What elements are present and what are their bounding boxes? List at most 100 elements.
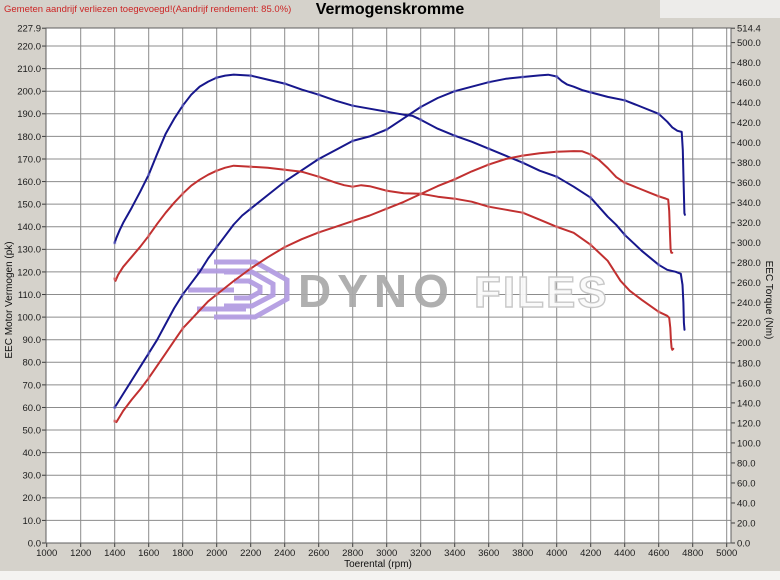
curve-marker — [657, 194, 661, 198]
left-tick-label: 190.0 — [17, 109, 41, 120]
curve-marker — [453, 134, 457, 138]
curve-marker — [521, 75, 525, 79]
x-tick-label: 2000 — [206, 548, 227, 559]
left-tick-label: 140.0 — [17, 222, 41, 233]
curve-marker — [113, 241, 117, 245]
x-tick-label: 1200 — [70, 548, 91, 559]
left-tick-label: 70.0 — [23, 380, 42, 391]
curve-marker — [215, 245, 219, 249]
curve-marker — [521, 154, 525, 158]
curve-marker — [181, 293, 185, 297]
curve-marker — [487, 80, 491, 84]
curve-marker — [589, 90, 593, 94]
x-tick-label: 2200 — [240, 548, 261, 559]
curve-marker — [419, 118, 423, 122]
curve-marker — [249, 165, 253, 169]
left-tick-label: 170.0 — [17, 154, 41, 165]
curve-marker — [657, 112, 661, 116]
curve-marker — [555, 75, 559, 79]
x-tick-label: 2600 — [308, 548, 329, 559]
right-tick-label: 220.0 — [737, 318, 761, 329]
right-tick-label: 60.0 — [737, 478, 756, 489]
curve-marker — [283, 245, 287, 249]
curve-marker — [215, 169, 219, 173]
x-tick-label: 4800 — [682, 548, 703, 559]
right-tick-label: 40.0 — [737, 498, 756, 509]
curve-marker — [453, 89, 457, 93]
curve-marker — [385, 207, 389, 211]
left-tick-label: 110.0 — [18, 290, 41, 301]
curve-marker — [453, 197, 457, 201]
left-tick-label: 60.0 — [23, 403, 42, 414]
left-tick-label: 220.0 — [17, 41, 41, 52]
x-tick-label: 1000 — [36, 548, 57, 559]
right-tick-label: 160.0 — [737, 378, 761, 389]
curve-marker — [419, 105, 423, 109]
left-tick-label: 200.0 — [17, 87, 41, 98]
left-tick-label: 180.0 — [17, 132, 41, 143]
left-axis-title: EEC Motor Vermogen (pk) — [4, 241, 15, 358]
curve-torque-blue — [113, 73, 686, 331]
curve-marker — [555, 225, 559, 229]
left-tick-label: 227.9 — [17, 24, 41, 35]
right-tick-label: 460.0 — [737, 78, 761, 89]
curve-marker — [453, 177, 457, 181]
x-tick-label: 3000 — [376, 548, 397, 559]
curve-marker — [555, 175, 559, 179]
x-tick-label: 4200 — [580, 548, 601, 559]
right-tick-label: 20.0 — [737, 518, 756, 529]
right-tick-label: 0.0 — [737, 538, 750, 549]
curve-marker — [521, 211, 525, 215]
left-tick-label: 130.0 — [17, 245, 41, 256]
x-tick-label: 3800 — [512, 548, 533, 559]
right-tick-label: 200.0 — [737, 338, 761, 349]
curve-marker — [555, 150, 559, 154]
curve-marker — [521, 161, 525, 165]
curve-marker — [317, 230, 321, 234]
curve-marker — [317, 157, 321, 161]
right-tick-label: 140.0 — [737, 398, 761, 409]
bottom-strip — [0, 571, 780, 580]
right-tick-label: 80.0 — [737, 458, 756, 469]
curve-marker — [147, 351, 151, 355]
right-tick-label: 440.0 — [737, 98, 761, 109]
right-tick-label: 300.0 — [737, 238, 761, 249]
curve-marker — [181, 192, 185, 196]
right-tick-label: 420.0 — [737, 118, 761, 129]
curve-marker — [419, 192, 423, 196]
curve-marker — [657, 310, 661, 314]
curve-marker — [249, 74, 253, 78]
top-right-panel — [660, 0, 780, 18]
curve-marker — [487, 147, 491, 151]
curve-marker — [487, 205, 491, 209]
curve-marker — [351, 185, 355, 189]
curve-power-red — [113, 150, 674, 424]
curve-marker — [487, 163, 491, 167]
left-tick-label: 150.0 — [17, 200, 41, 211]
grid-lines — [46, 28, 731, 543]
curve-marker — [147, 376, 151, 380]
axis-ticks — [42, 27, 735, 547]
curve-marker — [351, 139, 355, 143]
curve-marker — [589, 196, 593, 200]
axis-tick-labels: 227.9 220.0 210.0 200.0 190.0 180.0 170.0 160.0… — [17, 24, 761, 559]
watermark-text-files: FILES — [474, 268, 609, 317]
curve-marker — [589, 152, 593, 156]
curve-torque-red — [113, 164, 675, 351]
right-tick-label: 340.0 — [737, 198, 761, 209]
left-tick-label: 10.0 — [23, 516, 42, 527]
x-tick-label: 3400 — [444, 548, 465, 559]
right-tick-label: 360.0 — [737, 178, 761, 189]
curve-marker — [385, 110, 389, 114]
curve-marker — [623, 98, 627, 102]
curve-marker — [215, 76, 219, 80]
curve-marker — [317, 93, 321, 97]
right-tick-label: 400.0 — [737, 138, 761, 149]
left-tick-label: 40.0 — [23, 448, 42, 459]
curve-marker — [147, 173, 151, 177]
right-tick-label: 380.0 — [737, 158, 761, 169]
chart-title: Vermogenskromme — [315, 1, 465, 18]
x-tick-label: 4600 — [648, 548, 669, 559]
left-tick-label: 210.0 — [17, 64, 41, 75]
